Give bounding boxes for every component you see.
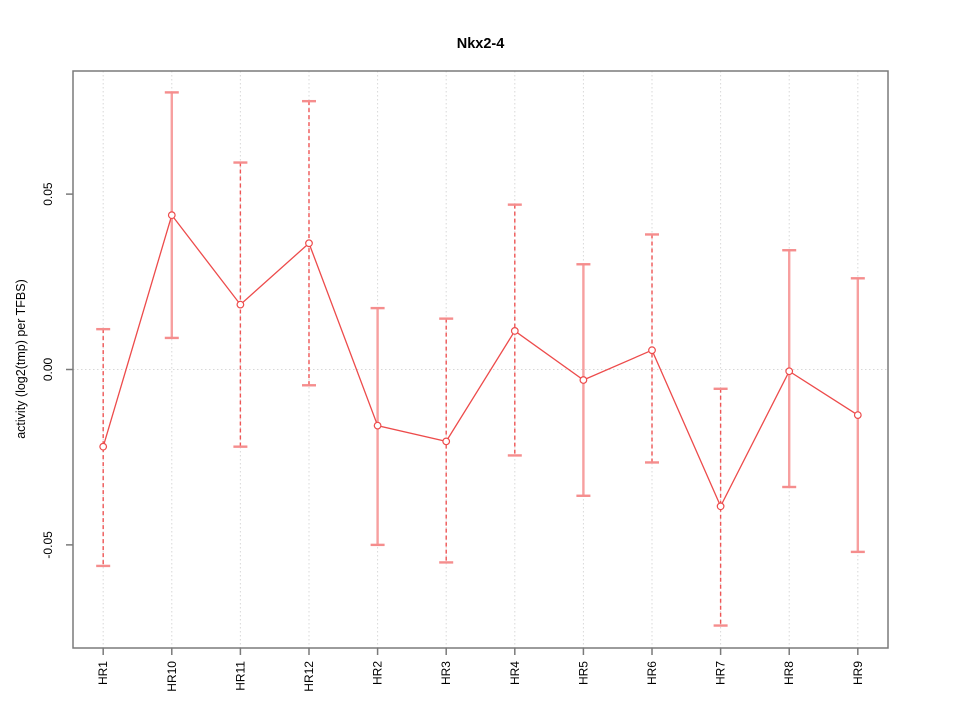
data-point-marker (99, 442, 108, 451)
x-tick-label: HR1 (96, 661, 110, 685)
x-tick-label: HR11 (233, 661, 247, 691)
series-line (102, 213, 859, 508)
y-tick-label: 0.00 (41, 357, 55, 381)
x-tick-label: HR7 (714, 661, 728, 685)
data-point-marker (373, 421, 382, 430)
x-tick-label: HR10 (165, 661, 179, 692)
x-tick-label: HR4 (508, 661, 522, 685)
chart-title: Nkx2-4 (456, 36, 505, 52)
y-tick-label: 0.05 (41, 182, 55, 206)
data-point-marker (579, 376, 588, 384)
x-tick-label: HR9 (851, 661, 865, 685)
x-tick-label: HR6 (645, 661, 659, 685)
x-tick-label: HR8 (782, 661, 796, 685)
data-point-marker (236, 300, 245, 309)
data-point-marker (648, 346, 656, 355)
x-tick-label: HR5 (576, 661, 590, 685)
x-tick-label: HR2 (371, 661, 385, 685)
data-point-marker (167, 211, 176, 220)
y-tick-label: -0.05 (41, 531, 55, 559)
data-point-marker (305, 239, 313, 248)
data-point-marker (716, 502, 725, 511)
data-point-marker (853, 411, 862, 419)
x-tick-label: HR3 (439, 661, 453, 685)
data-point-marker (442, 437, 451, 446)
plot-box (72, 70, 889, 649)
data-point-marker (510, 327, 519, 335)
x-tick-label: HR12 (302, 661, 316, 692)
data-point-marker (785, 367, 794, 376)
